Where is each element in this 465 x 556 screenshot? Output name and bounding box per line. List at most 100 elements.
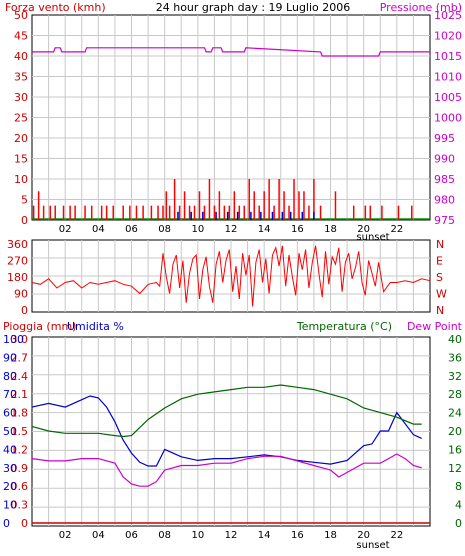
panel3-temp-tick-label: 0 [455,517,462,530]
panel3-humidity-tick-label: 70 [3,388,17,401]
panel1-x-tick-label: 20 [357,224,370,235]
pressure-line [32,47,430,57]
panel3-x-tick-label: 04 [92,530,105,541]
panel3-rain-tick-label: 0 [21,517,28,530]
panel3-temp-tick-label: 12 [448,462,462,475]
panel3-humidity-tick-label: 100 [3,333,24,346]
panel1-title: 24 hour graph day : 19 Luglio 2006 [156,1,351,14]
wind-direction-line [31,245,431,307]
panel1-left-tick-label: 50 [14,9,28,22]
panel1-x-tick-label: 12 [225,224,238,235]
panel1-left-tick-label: 20 [14,132,28,145]
panel1-x-tick-label: 16 [291,224,304,235]
panel2-left-tick-label: 360 [7,238,28,251]
panel1-x-tick-label: 14 [258,224,271,235]
panel2-right-tick-label: N [436,304,444,317]
panel3-humidity-tick-label: 50 [3,425,17,438]
humidity-line [31,395,422,467]
panel3-rain-tick-label: 3.0 [11,333,29,346]
panel1-x-tick-label: 04 [92,224,105,235]
panel3-temp-tick-label: 28 [448,388,462,401]
panel1-left-tick-label: 35 [14,71,28,84]
panel3-temp-tick-label: 4 [455,499,462,512]
panel1-right-label: Pressione (mb) [380,1,462,14]
panel1-right-tick-label: 975 [434,214,455,227]
panel2-left-tick-label: 180 [7,271,28,284]
panel3-temp-tick-label: 20 [448,425,462,438]
panel2-right-tick-label: S [436,271,443,284]
panel3-humidity-tick-label: 90 [3,351,17,364]
panel1-series [32,47,430,220]
panel3-temp-tick-label: 36 [448,351,462,364]
panel3-series [31,384,430,524]
panel1-right-tick-label: 1005 [434,91,462,104]
panel3-right-label-dew: Dew Point [407,320,463,333]
panel2-left-ticks: 0 90 180 270 360 [7,238,28,317]
panel2-right-tick-label: W [436,288,447,301]
panel3-rain-tick-label: 0.9 [11,462,29,475]
dew-point-line [31,453,422,487]
panel1-x-tick-label: 22 [390,224,403,235]
panel-rain-humidity-temperature: Pioggia (mm) Umidita % Temperatura (°C) … [3,320,463,551]
panel1-left-tick-label: 25 [14,112,28,125]
panel1-x-ticks: 02 04 06 08 10 12 14 16 18 20 22 [59,224,403,235]
panel1-left-ticks: 0 5 10 15 20 25 30 35 40 45 50 [14,9,28,227]
panel1-right-tick-label: 1010 [434,71,462,84]
panel2-left-tick-label: 270 [7,255,28,268]
panel1-left-tick-label: 5 [21,194,28,207]
panel3-x-tick-label: 10 [191,530,204,541]
panel3-left-label-humidity: Umidita % [67,320,124,333]
panel2-left-tick-label: 90 [14,288,28,301]
panel2-left-tick-label: 0 [21,304,28,317]
panel3-rain-tick-label: 1.5 [11,425,29,438]
panel3-humidity-tick-label: 0 [3,517,10,530]
panel3-x-tick-label: 20 [357,530,370,541]
panel1-left-tick-label: 15 [14,153,28,166]
panel1-right-tick-label: 990 [434,153,455,166]
panel1-x-tick-label: 18 [324,224,337,235]
panel3-x-tick-label: 18 [324,530,337,541]
panel3-temp-tick-label: 40 [448,333,462,346]
panel1-sunset-label: sunset [356,232,389,243]
panel3-rain-tick-label: 0.3 [11,499,29,512]
panel3-humidity-tick-label: 20 [3,480,17,493]
panel3-rain-tick-label: 2.1 [11,388,29,401]
panel1-left-tick-label: 10 [14,173,28,186]
temperature-line [31,384,422,438]
panel3-x-tick-label: 12 [225,530,238,541]
panel3-x-tick-label: 22 [390,530,403,541]
panel1-left-tick-label: 0 [21,214,28,227]
panel3-rain-tick-label: 1.2 [11,443,29,456]
panel3-grid [32,337,430,526]
panel1-left-tick-label: 40 [14,50,28,63]
panel3-humidity-tick-label: 30 [3,462,17,475]
panel3-x-tick-label: 06 [125,530,138,541]
panel3-rain-tick-label: 0.6 [11,480,29,493]
panel1-right-tick-label: 1020 [434,30,462,43]
panel3-x-tick-label: 08 [158,530,171,541]
panel1-right-tick-label: 1000 [434,112,462,125]
panel-wind-pressure: Forza vento (kmh) 24 hour graph day : 19… [5,1,462,243]
panel3-humidity-tick-label: 80 [3,370,17,383]
panel3-temp-tick-label: 24 [448,407,462,420]
panel1-x-tick-label: 10 [191,224,204,235]
panel3-temp-tick-label: 8 [455,480,462,493]
panel3-humidity-ticks: 0 10 20 30 40 50 60 70 80 90 100 [3,333,24,530]
panel2-series [31,245,431,307]
panel1-grid [32,15,430,220]
panel1-left-label: Forza vento (kmh) [5,1,106,14]
panel1-right-tick-label: 985 [434,173,455,186]
panel1-right-tick-label: 995 [434,132,455,145]
panel3-rain-tick-label: 2.4 [11,370,29,383]
panel1-x-tick-label: 08 [158,224,171,235]
panel1-x-tick-label: 02 [59,224,72,235]
panel3-right-label-temp: Temperatura (°C) [296,320,392,333]
panel3-humidity-tick-label: 60 [3,407,17,420]
panel3-rain-tick-label: 2.7 [11,351,29,364]
panel3-humidity-tick-label: 10 [3,499,17,512]
panel1-x-tick-label: 06 [125,224,138,235]
panel3-temp-ticks: 0 4 8 12 16 20 24 28 32 36 40 [448,333,462,530]
